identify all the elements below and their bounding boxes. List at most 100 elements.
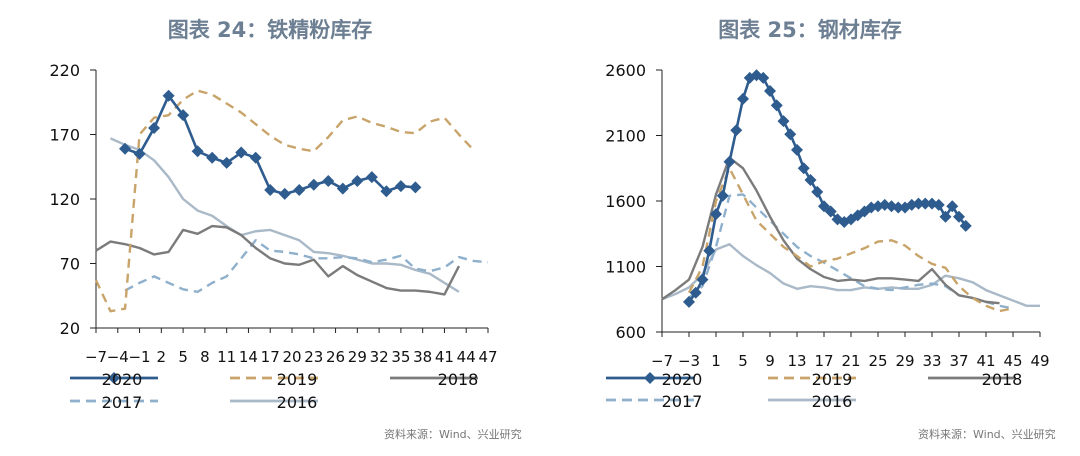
source-note: 资料来源：Wind、兴业研究 <box>384 428 522 441</box>
x-tick-label: 33 <box>922 352 941 370</box>
x-tick-label: 45 <box>1003 352 1022 370</box>
data-point-2020 <box>737 92 749 105</box>
x-tick-label: −1 <box>128 348 150 366</box>
legend-label-2019: 2019 <box>812 370 853 389</box>
data-point-2020 <box>784 128 797 141</box>
x-tick-label: 2 <box>157 348 167 366</box>
series-line-2018 <box>95 224 461 296</box>
data-point-2020 <box>919 197 932 210</box>
y-tick-label: 170 <box>49 126 80 145</box>
data-point-2020 <box>730 124 743 137</box>
data-point-2020 <box>683 295 695 308</box>
x-tick-label: 9 <box>765 352 775 370</box>
x-tick-label: −7 <box>651 352 673 370</box>
data-point-2020 <box>351 174 364 187</box>
x-tick-label: 41 <box>976 352 995 370</box>
legend-label-2018: 2018 <box>982 370 1023 389</box>
data-point-2020 <box>220 156 233 169</box>
data-point-2020 <box>946 200 959 213</box>
x-tick-label: −7 <box>85 348 107 366</box>
legend-label-2016: 2016 <box>277 393 318 412</box>
data-point-2020 <box>892 201 905 214</box>
data-point-2020 <box>959 219 972 232</box>
data-point-2020 <box>293 183 306 196</box>
x-tick-label: 23 <box>304 348 323 366</box>
x-tick-label: 5 <box>178 348 188 366</box>
data-point-2020 <box>811 185 824 198</box>
data-point-2020 <box>689 286 702 299</box>
data-point-2020 <box>206 151 219 164</box>
x-tick-label: 32 <box>370 348 389 366</box>
chart-title: 图表 24：铁精粉库存 <box>167 18 373 42</box>
series-line-2020 <box>687 73 967 303</box>
data-point-2020 <box>394 180 407 193</box>
data-point-2020 <box>797 162 810 175</box>
source-note: 资料来源：Wind、兴业研究 <box>918 428 1056 441</box>
data-point-2020 <box>119 142 132 155</box>
data-point-2020 <box>824 205 837 218</box>
x-tick-label: 17 <box>261 348 280 366</box>
x-tick-label: 38 <box>413 348 432 366</box>
series-line-2017 <box>124 239 489 294</box>
data-point-2020 <box>380 185 393 198</box>
data-point-2020 <box>939 210 952 223</box>
chart-title: 图表 25：钢材库存 <box>718 18 902 42</box>
steel-inventory-chart: 600 1100 1600 2100 2600 −7 −3 1 5 9 13 17 21 25 29 33 37… <box>605 61 1049 411</box>
y-tick-label: 2100 <box>605 127 646 146</box>
y-tick-label: 70 <box>60 255 80 274</box>
data-point-2020 <box>133 147 146 160</box>
data-point-2020 <box>703 244 716 257</box>
x-tick-label: 17 <box>814 352 833 370</box>
data-point-2020 <box>764 84 776 97</box>
x-tick-label: 29 <box>348 348 367 366</box>
series-line-2019 <box>94 89 475 313</box>
data-point-2020 <box>264 183 277 196</box>
legend-label-2017: 2017 <box>662 392 703 411</box>
legend-label-2020: 2020 <box>662 370 703 389</box>
x-tick-label: 26 <box>326 348 345 366</box>
y-tick-label: 1100 <box>605 258 646 277</box>
x-tick-label: 44 <box>457 348 476 366</box>
legend-label-2019: 2019 <box>277 370 318 389</box>
data-point-2020 <box>322 174 335 187</box>
data-point-2020 <box>336 182 349 195</box>
data-point-2020 <box>307 178 320 191</box>
x-tick-label: 5 <box>738 352 748 370</box>
steel-inventory-panel: 图表 25：钢材库存 600 1100 1600 2100 2600 −7 −3 1 5 9 13 1… <box>540 0 1080 456</box>
x-tick-label: 14 <box>239 348 258 366</box>
data-point-2020 <box>177 109 190 122</box>
x-tick-label: 35 <box>391 348 410 366</box>
iron-concentrate-inventory-panel: 图表 24：铁精粉库存 20 70 120 170 220 −7 −4 −1 2 5 8 11 14 17… <box>49 18 522 441</box>
y-tick-label: 120 <box>49 190 80 209</box>
data-point-2020 <box>235 146 248 159</box>
x-tick-label: 29 <box>895 352 914 370</box>
series-line-2016 <box>110 137 460 293</box>
x-tick-label: 13 <box>787 352 806 370</box>
x-tick-label: 49 <box>1030 352 1049 370</box>
legend-marker-2020 <box>108 372 120 384</box>
x-tick-label: 47 <box>478 348 497 366</box>
data-point-2020 <box>777 115 790 128</box>
y-tick-label: 220 <box>49 61 80 80</box>
x-tick-label: 1 <box>711 352 721 370</box>
x-tick-label: 41 <box>435 348 454 366</box>
legend-marker-2020 <box>644 372 656 384</box>
data-point-2020 <box>716 189 729 202</box>
data-point-2020 <box>791 143 803 156</box>
data-point-2020 <box>278 187 291 200</box>
data-point-2020 <box>148 122 161 135</box>
y-tick-label: 1600 <box>605 192 646 211</box>
x-tick-label: 21 <box>841 352 860 370</box>
legend-label-2018: 2018 <box>438 370 479 389</box>
data-point-2020 <box>953 210 965 223</box>
data-point-2020 <box>409 181 422 194</box>
y-tick-label: 600 <box>615 323 646 342</box>
data-point-2020 <box>162 89 175 102</box>
data-point-2020 <box>696 273 709 286</box>
x-tick-label: 20 <box>282 348 301 366</box>
data-point-2020 <box>723 155 736 168</box>
data-point-2020 <box>365 171 378 184</box>
legend-label-2017: 2017 <box>102 393 143 412</box>
data-point-2020 <box>191 145 204 158</box>
